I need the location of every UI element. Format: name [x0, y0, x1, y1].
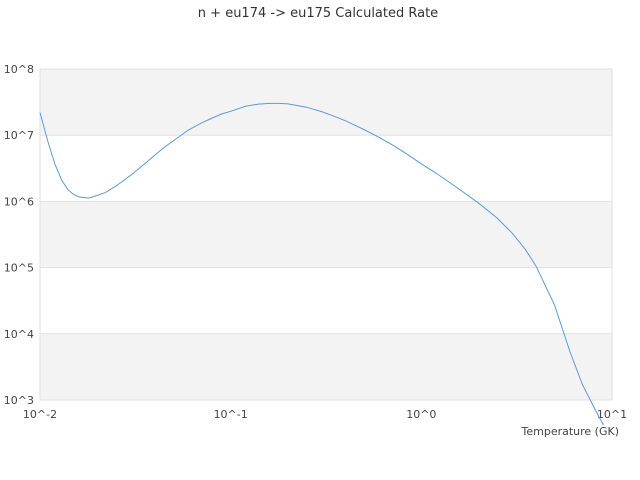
plot-border: [39, 68, 613, 401]
plot-bands: [40, 69, 612, 400]
plot-band: [40, 201, 612, 268]
plot-band: [40, 333, 612, 400]
y-tick-label: 10^8: [4, 63, 34, 76]
x-tick-label: 10^-2: [23, 408, 57, 421]
y-axis-ticks: 10^3 10^4 10^5 10^6 10^7 10^8: [4, 63, 34, 407]
x-tick-label: 10^0: [406, 408, 436, 421]
x-axis-title: Temperature (GK): [521, 425, 620, 438]
x-tick-label: 10^1: [597, 408, 627, 421]
y-tick-label: 10^7: [4, 129, 34, 142]
y-tick-label: 10^3: [4, 394, 34, 407]
y-tick-label: 10^5: [4, 262, 34, 275]
series-line: [39, 102, 604, 426]
x-axis-ticks: 10^-2 10^-1 10^0 10^1: [23, 408, 627, 421]
chart-title: n + eu174 -> eu175 Calculated Rate: [198, 6, 438, 21]
y-tick-label: 10^6: [4, 195, 34, 208]
x-tick-label: 10^-1: [214, 408, 248, 421]
plot-band: [40, 69, 612, 136]
y-tick-label: 10^4: [4, 328, 34, 341]
series-group: [39, 102, 604, 426]
